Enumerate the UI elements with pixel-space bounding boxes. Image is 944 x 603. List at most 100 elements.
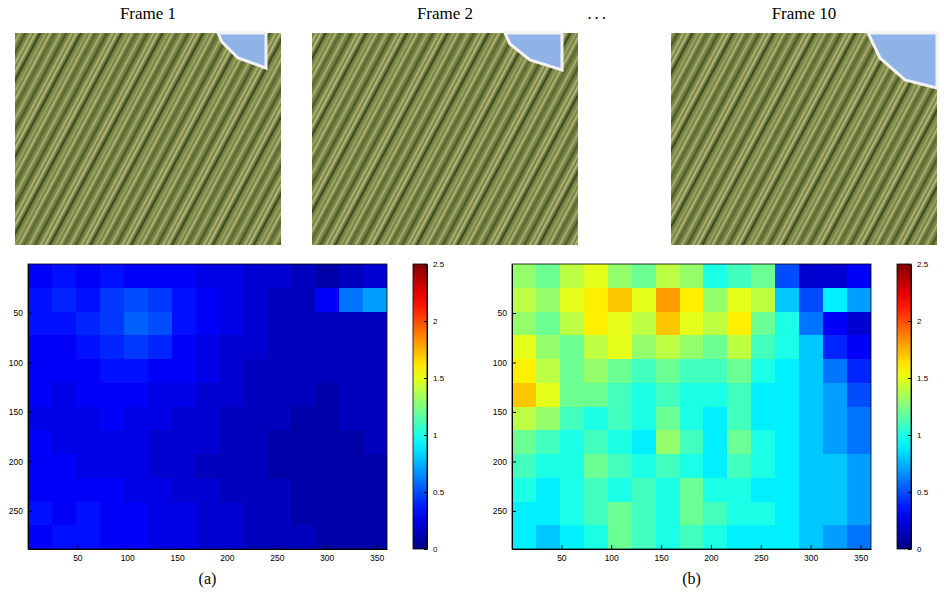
plot-frame	[512, 264, 871, 549]
cell	[727, 264, 751, 288]
cell	[196, 359, 220, 383]
tick: 250	[270, 545, 284, 563]
cell	[560, 478, 584, 502]
cell	[28, 335, 52, 359]
cell	[100, 335, 124, 359]
cell	[124, 407, 148, 431]
cell	[52, 288, 76, 312]
cell	[823, 335, 847, 359]
cell	[267, 312, 291, 336]
cell	[100, 407, 124, 431]
cell	[560, 407, 584, 431]
cell	[656, 478, 680, 502]
cell	[703, 312, 727, 336]
photo-frame	[15, 33, 281, 245]
cell	[124, 430, 148, 454]
cell	[751, 407, 775, 431]
cell	[219, 454, 243, 478]
tick-mark	[561, 545, 562, 549]
cell	[243, 264, 267, 288]
cell	[751, 383, 775, 407]
tick-mark	[227, 545, 228, 549]
cell	[267, 502, 291, 526]
tick-label: 2.5	[917, 260, 929, 269]
cell	[512, 288, 536, 312]
cell	[339, 430, 363, 454]
cell	[727, 288, 751, 312]
cell	[680, 383, 704, 407]
cell	[363, 454, 387, 478]
tick: 0	[908, 545, 922, 554]
tick: 50	[73, 545, 83, 563]
cell	[656, 359, 680, 383]
cell	[727, 359, 751, 383]
cell	[584, 383, 608, 407]
cell	[775, 288, 799, 312]
cell	[703, 430, 727, 454]
cell	[727, 502, 751, 526]
tick-mark	[277, 545, 278, 549]
y-axis: 50100150200250	[493, 265, 516, 550]
cell	[512, 502, 536, 526]
cell	[196, 525, 220, 549]
cell	[291, 288, 315, 312]
cell	[608, 288, 632, 312]
cell	[339, 525, 363, 549]
cell	[243, 312, 267, 336]
cell	[148, 335, 172, 359]
cell	[148, 478, 172, 502]
cell	[196, 335, 220, 359]
cell	[680, 335, 704, 359]
cell	[243, 525, 267, 549]
tick: 100	[493, 358, 516, 368]
cell	[847, 312, 871, 336]
photo	[312, 33, 578, 245]
cell	[363, 359, 387, 383]
cell	[52, 407, 76, 431]
cell	[656, 312, 680, 336]
tick: 1	[424, 431, 438, 440]
tick-label: 200	[220, 553, 234, 563]
tick-label: 250	[270, 553, 284, 563]
cell	[680, 312, 704, 336]
colorbar-frame	[897, 264, 911, 549]
cell	[608, 312, 632, 336]
tick-mark	[512, 313, 516, 314]
cell	[751, 525, 775, 549]
cell	[632, 359, 656, 383]
cell	[656, 430, 680, 454]
tick-label: 100	[121, 553, 135, 563]
tick-mark	[611, 545, 612, 549]
cell	[243, 502, 267, 526]
tick-mark	[424, 549, 427, 550]
tick-label: 350	[370, 553, 384, 563]
axis-line	[513, 549, 872, 550]
tick: 200	[704, 545, 718, 563]
tick: 2	[908, 317, 922, 326]
cell	[536, 383, 560, 407]
tick-mark	[424, 321, 427, 322]
cell	[315, 407, 339, 431]
tick-mark	[28, 412, 32, 413]
cell	[584, 288, 608, 312]
tick-label: 100	[493, 358, 507, 368]
cell	[148, 430, 172, 454]
tick-mark	[424, 264, 427, 265]
cell	[799, 454, 823, 478]
cell	[76, 264, 100, 288]
cell	[656, 502, 680, 526]
cell	[219, 359, 243, 383]
cell	[560, 312, 584, 336]
cell	[727, 430, 751, 454]
cell	[124, 312, 148, 336]
tick: 1	[908, 431, 922, 440]
cell	[172, 359, 196, 383]
cell	[124, 359, 148, 383]
photo-frame	[671, 33, 937, 245]
cell	[727, 383, 751, 407]
cell	[823, 525, 847, 549]
tick-mark	[908, 378, 911, 379]
cell	[512, 383, 536, 407]
tick: 150	[170, 545, 184, 563]
tick: 200	[493, 457, 516, 467]
